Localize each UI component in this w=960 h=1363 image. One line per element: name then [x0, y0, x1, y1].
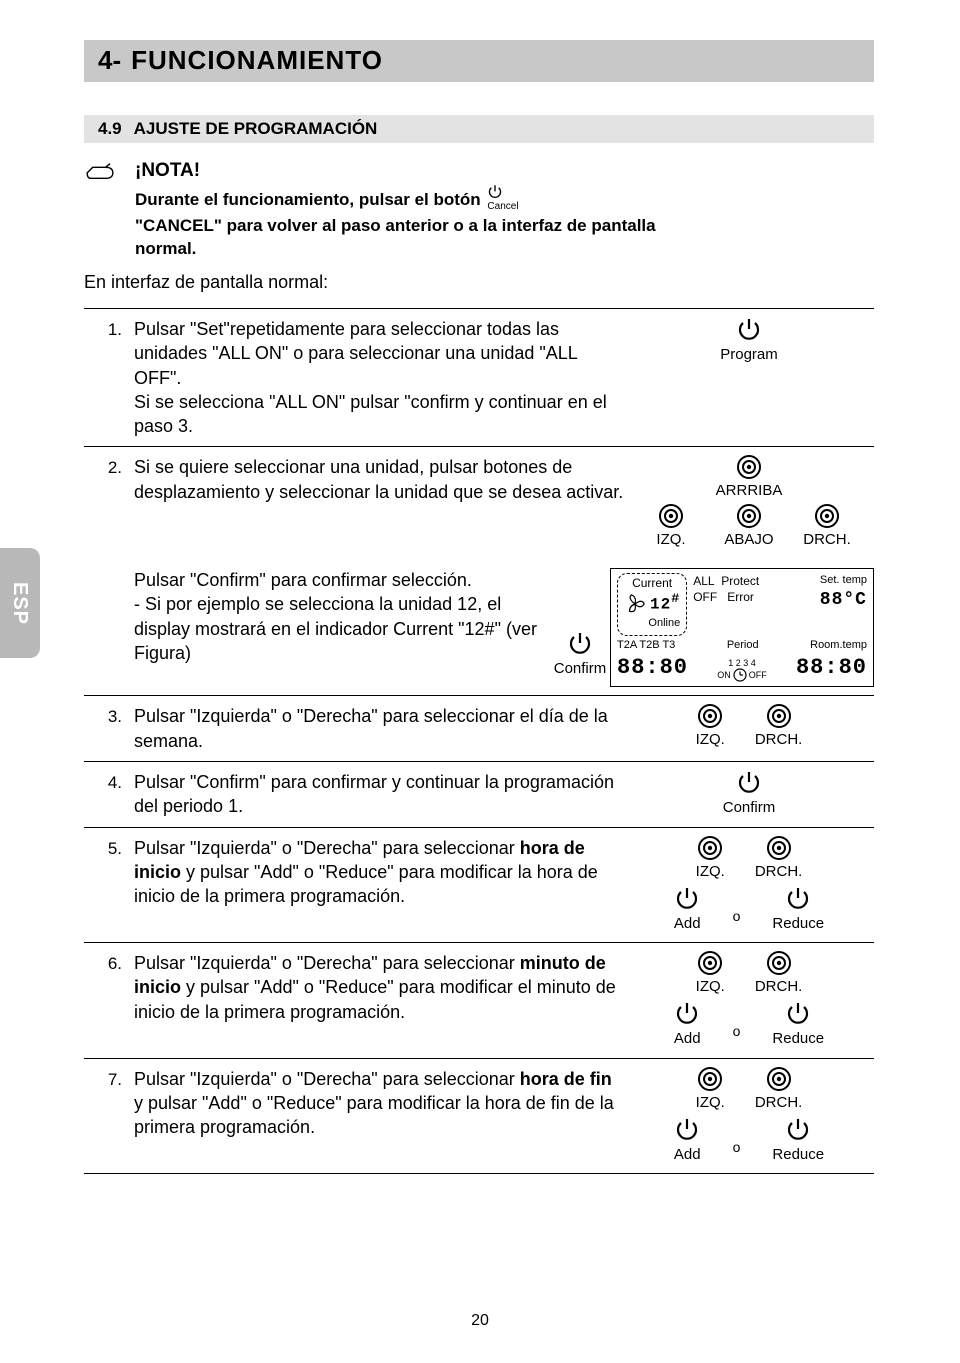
- clock-icon: [733, 668, 747, 682]
- section-title: AJUSTE DE PROGRAMACIÓN: [134, 118, 378, 141]
- up-button: ARRRIBA: [716, 455, 783, 501]
- step-2: 2. Si se quiere seleccionar una unidad, …: [84, 446, 874, 558]
- reduce-button: Reduce: [772, 886, 824, 934]
- note-block: ¡NOTA! Durante el funcionamiento, pulsar…: [135, 158, 675, 261]
- circle-icon: [659, 504, 683, 528]
- step-6: 6. Pulsar "Izquierda" o "Derecha" para s…: [84, 942, 874, 1058]
- left-button: IZQ.: [696, 704, 725, 750]
- reduce-button: Reduce: [772, 1117, 824, 1165]
- program-button: Program: [720, 317, 778, 365]
- chapter-title: FUNCIONAMIENTO: [131, 43, 383, 78]
- cancel-button-inline: Cancel: [485, 184, 520, 214]
- chapter-header: 4- FUNCIONAMIENTO: [84, 40, 874, 82]
- power-icon: [736, 317, 762, 343]
- power-icon: [736, 770, 762, 796]
- reduce-button: Reduce: [772, 1001, 824, 1049]
- left-button: IZQ.: [696, 836, 725, 882]
- section-number: 4.9: [84, 118, 134, 141]
- right-button: DRCH.: [755, 704, 803, 750]
- right-button: DRCH.: [755, 951, 803, 997]
- step-2b: Pulsar "Confirm" para confirmar selecció…: [84, 558, 874, 695]
- add-button: Add: [674, 1001, 701, 1049]
- right-button: DRCH.: [755, 1067, 803, 1113]
- display-figure: Current 12# Online ALL Protect OFF Error: [610, 568, 874, 687]
- page-number: 20: [0, 1310, 960, 1332]
- note-text: Durante el funcionamiento, pulsar el bot…: [135, 186, 675, 261]
- steps-table: 1. Pulsar "Set"repetidamente para selecc…: [84, 308, 874, 1174]
- circle-icon: [737, 504, 761, 528]
- step-1: 1. Pulsar "Set"repetidamente para selecc…: [84, 308, 874, 446]
- circle-icon: [767, 704, 791, 728]
- circle-icon: [698, 704, 722, 728]
- add-button: Add: [674, 886, 701, 934]
- circle-icon: [815, 504, 839, 528]
- chapter-number: 4-: [84, 43, 131, 78]
- left-button: IZQ.: [656, 504, 685, 550]
- down-button: ABAJO: [724, 504, 773, 550]
- circle-icon: [737, 455, 761, 479]
- left-button: IZQ.: [696, 951, 725, 997]
- left-button: IZQ.: [696, 1067, 725, 1113]
- step-2b-text: Pulsar "Confirm" para confirmar selecció…: [134, 566, 550, 687]
- step-4: 4. Pulsar "Confirm" para confirmar y con…: [84, 761, 874, 827]
- pointing-hand-icon: [84, 160, 116, 182]
- right-button: DRCH.: [803, 504, 851, 550]
- fan-icon: [624, 593, 646, 615]
- intro-text: En interfaz de pantalla normal:: [84, 270, 328, 294]
- power-icon: [567, 631, 593, 657]
- section-header: 4.9 AJUSTE DE PROGRAMACIÓN: [84, 115, 874, 143]
- right-button: DRCH.: [755, 836, 803, 882]
- add-button: Add: [674, 1117, 701, 1165]
- arrow-buttons: ARRRIBA IZQ. ABAJO DRCH.: [624, 455, 874, 550]
- step-3: 3. Pulsar "Izquierda" o "Derecha" para s…: [84, 695, 874, 761]
- step-1-text: Pulsar "Set"repetidamente para seleccion…: [134, 317, 624, 438]
- confirm-button: Confirm: [723, 770, 776, 818]
- step-5: 5. Pulsar "Izquierda" o "Derecha" para s…: [84, 827, 874, 943]
- note-title: ¡NOTA!: [135, 158, 675, 184]
- confirm-button: Confirm: [554, 631, 607, 679]
- current-indicator: Current 12# Online: [617, 573, 687, 636]
- language-tab: ESP: [0, 548, 40, 658]
- step-7: 7. Pulsar "Izquierda" o "Derecha" para s…: [84, 1058, 874, 1175]
- step-2-text: Si se quiere seleccionar una unidad, pul…: [134, 455, 624, 504]
